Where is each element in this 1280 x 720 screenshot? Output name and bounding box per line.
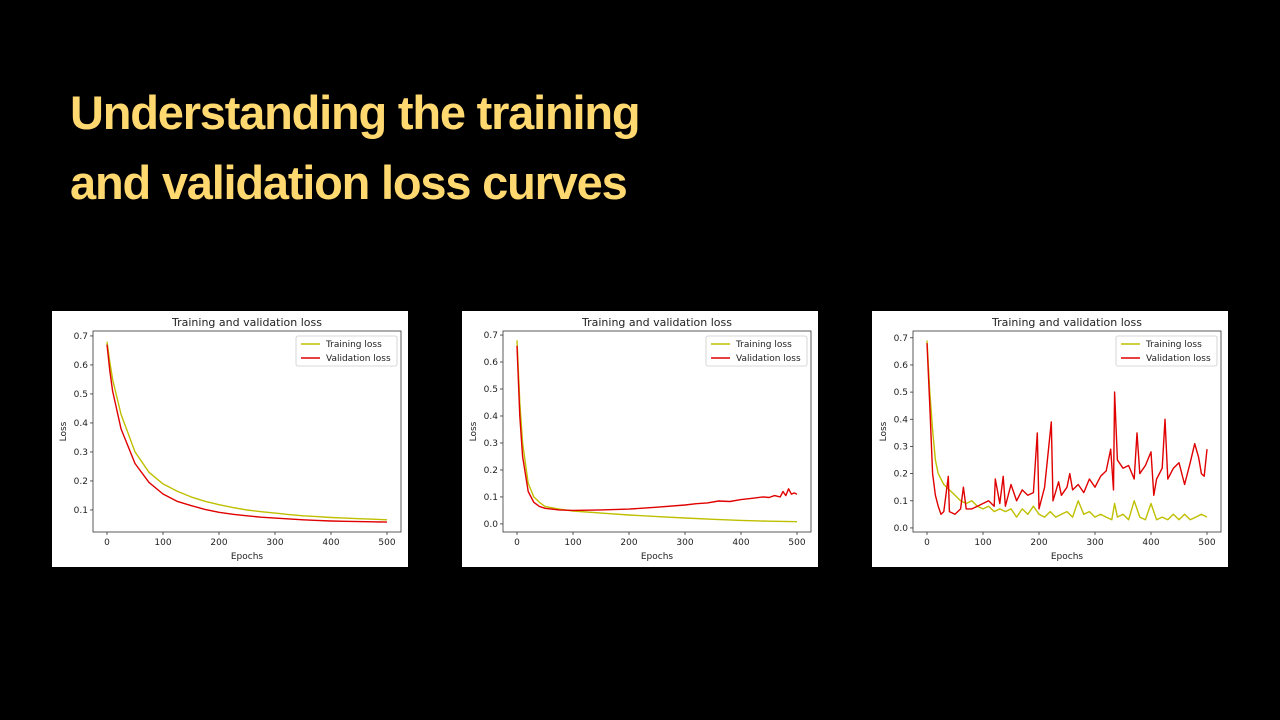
slide-title-line-2: and validation loss curves (70, 156, 628, 209)
y-tick-label: 0.7 (74, 332, 88, 342)
slide-title: Understanding the training and validatio… (70, 78, 641, 218)
y-tick-label: 0.1 (74, 506, 88, 516)
legend-box (295, 335, 398, 367)
series-line-training-loss (106, 341, 388, 521)
slide-title-line-1: Understanding the training (70, 86, 641, 139)
x-tick-label: 200 (620, 538, 637, 548)
x-tick-label: 300 (676, 538, 693, 548)
x-tick-label: 0 (104, 538, 110, 548)
y-tick-label: 0.1 (484, 493, 498, 503)
series-line-validation-loss (926, 343, 1208, 516)
chart-noisy-overfitting: Training and validation loss 0 100 200 300 40… (872, 311, 1228, 567)
chart-overfitting: Training and validation loss 0 100 200 300 40… (462, 311, 818, 567)
chart-title: Training and validation loss (581, 316, 732, 329)
legend-label: Validation loss (1146, 354, 1211, 364)
y-tick-label: 0.0 (484, 520, 499, 530)
chart-title: Training and validation loss (171, 316, 322, 329)
chart-title: Training and validation loss (991, 316, 1142, 329)
y-tick-label: 0.5 (484, 385, 498, 395)
y-tick-label: 0.5 (74, 390, 88, 400)
y-tick-label: 0.7 (484, 331, 498, 341)
x-tick-label: 100 (154, 538, 171, 548)
chart-svg: Training and validation loss 0 100 200 300 40… (879, 316, 1222, 562)
legend-label: Training loss (1145, 340, 1202, 350)
y-tick-label: 0.2 (894, 470, 908, 480)
x-tick-label: 300 (1086, 538, 1103, 548)
plot-frame (502, 330, 812, 533)
y-tick-label: 0.5 (894, 388, 908, 398)
legend-label: Validation loss (736, 354, 801, 364)
y-axis-label: Loss (879, 421, 889, 441)
series-line-validation-loss (516, 345, 798, 512)
y-tick-label: 0.4 (894, 415, 909, 425)
x-tick-label: 400 (1142, 538, 1159, 548)
x-tick-label: 400 (732, 538, 749, 548)
chart-good-fit: Training and validation loss 0 100 200 300 40… (52, 311, 408, 567)
legend-label: Training loss (735, 340, 792, 350)
legend-label: Validation loss (326, 354, 391, 364)
series-line-validation-loss (106, 344, 388, 523)
x-tick-label: 500 (788, 538, 805, 548)
y-tick-label: 0.3 (484, 439, 498, 449)
legend-box (1115, 335, 1218, 367)
y-tick-label: 0.6 (74, 361, 89, 371)
x-tick-label: 200 (1030, 538, 1047, 548)
chart-svg: Training and validation loss 0 100 200 300 40… (59, 316, 402, 562)
y-tick-label: 0.4 (484, 412, 499, 422)
y-tick-label: 0.7 (894, 334, 908, 344)
x-tick-label: 0 (924, 538, 930, 548)
series-line-training-loss (516, 340, 798, 523)
x-tick-label: 0 (514, 538, 520, 548)
x-axis-label: Epochs (231, 552, 264, 562)
x-tick-label: 500 (378, 538, 395, 548)
x-axis-label: Epochs (1051, 552, 1084, 562)
legend-box (705, 335, 808, 367)
y-tick-label: 0.6 (484, 358, 499, 368)
x-tick-label: 100 (564, 538, 581, 548)
y-tick-label: 0.6 (894, 361, 909, 371)
y-axis-label: Loss (59, 421, 69, 441)
y-tick-label: 0.0 (894, 524, 909, 534)
plot-frame (912, 330, 1222, 533)
x-tick-label: 300 (266, 538, 283, 548)
x-tick-label: 400 (322, 538, 339, 548)
x-tick-label: 100 (974, 538, 991, 548)
plot-frame (92, 330, 402, 533)
x-tick-label: 500 (1198, 538, 1215, 548)
y-tick-label: 0.4 (74, 419, 89, 429)
y-tick-label: 0.2 (484, 466, 498, 476)
x-tick-label: 200 (210, 538, 227, 548)
y-tick-label: 0.2 (74, 477, 88, 487)
y-tick-label: 0.3 (894, 442, 908, 452)
x-axis-label: Epochs (641, 552, 674, 562)
legend-label: Training loss (325, 340, 382, 350)
chart-svg: Training and validation loss 0 100 200 300 40… (469, 316, 812, 562)
y-tick-label: 0.1 (894, 497, 908, 507)
y-tick-label: 0.3 (74, 448, 88, 458)
y-axis-label: Loss (469, 421, 479, 441)
